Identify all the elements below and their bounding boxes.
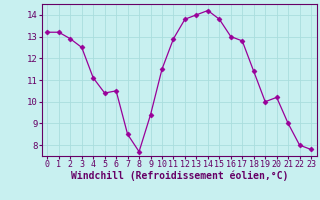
X-axis label: Windchill (Refroidissement éolien,°C): Windchill (Refroidissement éolien,°C) bbox=[70, 171, 288, 181]
